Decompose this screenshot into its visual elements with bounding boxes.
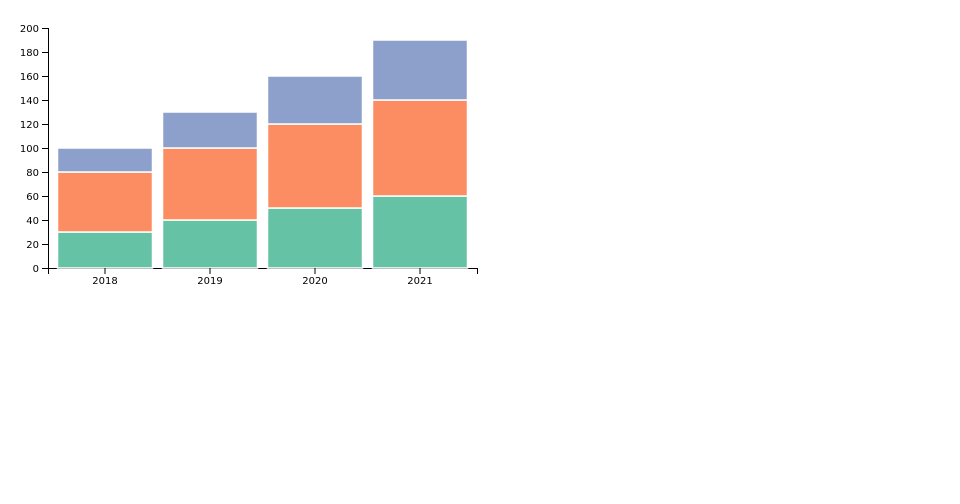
x-tick-label: 2019	[197, 276, 222, 287]
y-tick-label: 60	[26, 192, 39, 203]
bar-segment	[56, 231, 154, 269]
y-tick-label: 0	[33, 264, 39, 275]
bar-segment	[266, 75, 364, 125]
bar-segment	[266, 207, 364, 269]
y-tick-label: 20	[26, 240, 39, 251]
x-tick-label: 2018	[92, 276, 117, 287]
bar-segment	[266, 123, 364, 209]
y-tick-label: 80	[26, 168, 39, 179]
bar-segment	[161, 111, 259, 149]
bar-segment	[371, 195, 469, 269]
y-tick-label: 120	[20, 120, 39, 131]
y-tick-label: 180	[20, 48, 39, 59]
bar-segment	[371, 39, 469, 101]
bar-segment	[371, 99, 469, 197]
bar-segment	[161, 219, 259, 269]
bar-segment	[161, 147, 259, 221]
y-tick-label: 40	[26, 216, 39, 227]
y-tick-label: 100	[20, 144, 39, 155]
y-tick-label: 160	[20, 72, 39, 83]
x-tick-label: 2021	[407, 276, 432, 287]
y-tick-label: 140	[20, 96, 39, 107]
bar-segment	[56, 171, 154, 233]
bar-segment	[56, 147, 154, 173]
y-tick-label: 200	[20, 24, 39, 35]
x-tick-label: 2020	[302, 276, 327, 287]
